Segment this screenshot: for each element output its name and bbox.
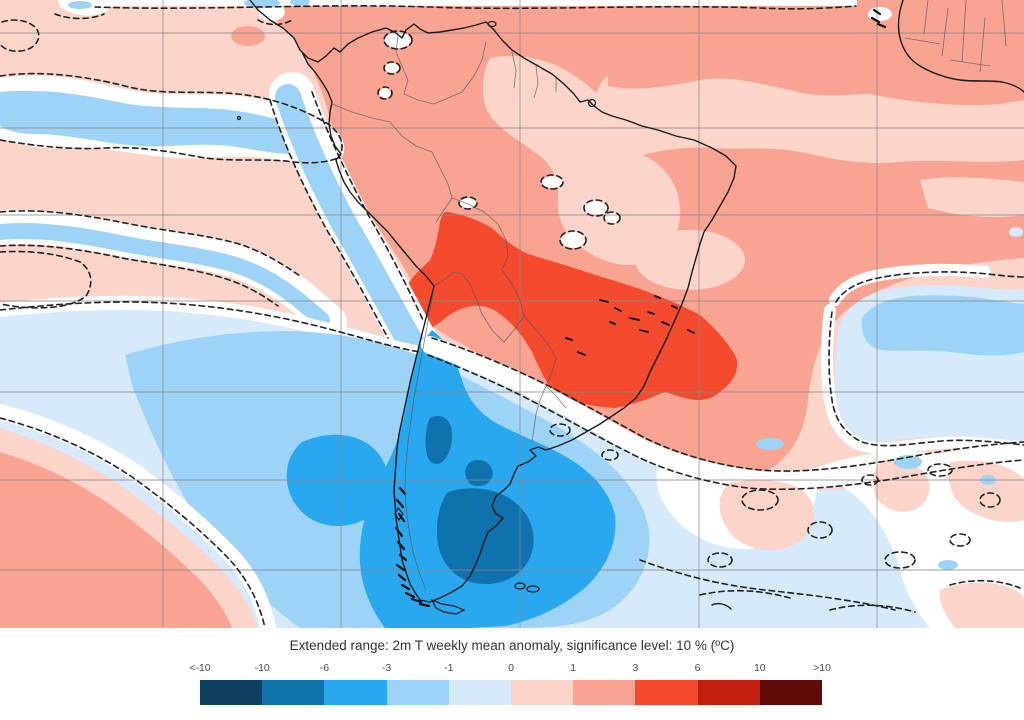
legend-tick: 0: [508, 662, 514, 674]
legend-tick: -6: [319, 662, 330, 674]
legend: Extended range: 2m T weekly mean anomaly…: [0, 628, 1024, 720]
legend-tick-labels: <-10 -10 -6 -3 -1 0 1 3 6 10 >10: [189, 662, 831, 676]
cool-band-equatorial: [0, 90, 319, 155]
legend-tick: 1: [570, 662, 577, 674]
legend-tick: 3: [632, 662, 639, 674]
legend-color-swatch: [200, 680, 263, 705]
significance-contours: [0, 5, 1024, 628]
legend-tick: -1: [444, 662, 454, 674]
legend-color-swatch: [697, 680, 760, 705]
legend-tick: -10: [254, 662, 270, 674]
anomaly-map: [0, 0, 1024, 628]
legend-tick: <-10: [189, 662, 211, 674]
country-borders: [331, 0, 1007, 591]
legend-title: Extended range: 2m T weekly mean anomaly…: [289, 638, 735, 653]
legend-color-swatch: [324, 680, 387, 705]
warm-region-sw: [0, 452, 232, 628]
legend-color-swatch: [511, 680, 574, 705]
anomaly-map-svg: [0, 0, 1024, 628]
legend-tick: 6: [694, 662, 701, 674]
legend-tick: -3: [381, 662, 392, 674]
legend-color-swatch: [262, 680, 325, 705]
anomaly-fill-layer: [0, 0, 1024, 628]
legend-tick: 10: [753, 662, 766, 674]
legend-colorbar: [200, 680, 823, 705]
legend-color-swatch: [635, 680, 698, 705]
legend-color-swatch: [386, 680, 449, 705]
africa-coastline: [897, 0, 1024, 93]
warm-anomaly-core: [402, 211, 738, 408]
legend-tick: >10: [813, 662, 831, 674]
graticule: [0, 0, 1024, 628]
legend-color-swatch: [573, 680, 636, 705]
legend-color-swatch: [448, 680, 512, 705]
legend-color-swatch: [759, 680, 823, 705]
